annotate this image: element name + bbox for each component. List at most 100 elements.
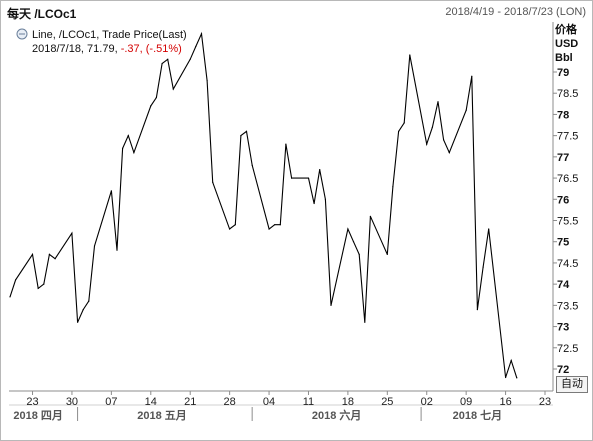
series-layer [9, 31, 518, 379]
price-data-point [206, 79, 208, 82]
y-tick-label: 77 [557, 152, 569, 164]
auto-scale-button[interactable]: 自动 [556, 376, 588, 393]
x-tick-label: 28 [224, 396, 236, 408]
price-data-point [234, 224, 236, 226]
unit-line-price: 价格 [555, 22, 578, 36]
price-data-point [240, 135, 242, 137]
price-data-point [324, 198, 326, 200]
y-tick-label: 76.5 [557, 173, 578, 185]
price-data-point [54, 258, 56, 260]
price-data-point [465, 109, 467, 111]
x-tick-label: 23 [26, 396, 38, 408]
price-data-point [212, 181, 214, 183]
price-data-point [268, 228, 270, 230]
price-data-point [251, 164, 253, 166]
price-data-point [426, 143, 428, 145]
price-data-point [386, 253, 388, 255]
axis-unit-label: 价格 USD Bbl [555, 22, 578, 64]
price-data-point [307, 177, 310, 179]
y-tick-label: 78 [557, 109, 569, 121]
x-tick-label: 18 [342, 396, 354, 408]
y-tick-label: 78.5 [557, 88, 578, 100]
legend-last-value-text: 2018/7/18, 71.79, [32, 43, 121, 55]
x-tick-label: 30 [66, 396, 78, 408]
y-tick-label: 77.5 [557, 131, 578, 143]
price-data-point [505, 376, 507, 379]
x-tick-label: 25 [381, 396, 393, 408]
legend-series-label: Line, /LCOc1, Trade Price(Last) [32, 29, 187, 41]
x-tick-label: 09 [460, 396, 472, 408]
price-data-point [347, 228, 349, 230]
y-tick-label: 79 [557, 67, 569, 79]
month-label: 2018 六月 [312, 408, 362, 422]
y-axis-ticks: 72 72.5 73 73.5 74 74.5 75 75.5 76 76.5 77 77.5 78 78… [553, 67, 578, 376]
price-data-point [31, 253, 34, 255]
price-data-point [369, 215, 371, 217]
price-data-point [285, 143, 287, 145]
price-data-point [330, 304, 332, 306]
price-data-point [93, 245, 96, 247]
x-axis-ticks: 23 30 07 14 21 28 04 11 18 25 02 09 16 23 [26, 391, 551, 408]
price-data-point [116, 249, 118, 251]
price-data-point [364, 321, 366, 323]
price-data-point [319, 169, 321, 171]
price-data-point [229, 228, 231, 230]
price-data-point [516, 377, 518, 379]
price-data-point [82, 309, 84, 311]
price-data-point [167, 58, 169, 60]
price-data-point [279, 224, 281, 226]
month-label: 2018 七月 [453, 408, 503, 422]
price-data-point [443, 139, 445, 141]
price-data-point [9, 296, 11, 298]
x-tick-label: 02 [421, 396, 433, 408]
price-data-point [15, 279, 17, 281]
legend-last-value: 2018/7/18, 71.79, -.37, (-.51%) [32, 43, 182, 55]
month-label: 2018 五月 [137, 409, 187, 422]
y-tick-label: 74 [557, 279, 570, 291]
price-data-point [291, 177, 293, 179]
x-tick-label: 21 [184, 396, 196, 408]
price-series-line [9, 31, 518, 379]
x-tick-label: 04 [263, 396, 275, 408]
price-data-point [471, 75, 473, 77]
y-tick-label: 74.5 [557, 258, 578, 270]
price-data-point [127, 135, 129, 137]
y-tick-label: 72.5 [557, 343, 578, 355]
price-data-point [133, 152, 135, 154]
price-data-point [88, 300, 90, 302]
price-data-point [482, 266, 484, 268]
price-data-point [409, 54, 411, 56]
legend: Line, /LCOc1, Trade Price(Last) 2018/7/1… [16, 28, 187, 55]
price-data-point [161, 62, 163, 65]
legend-change-text: -.37, (-.51%) [121, 43, 182, 55]
unit-line-currency: USD [555, 38, 578, 50]
y-tick-label: 73.5 [557, 300, 578, 312]
y-tick-label: 72 [557, 364, 569, 376]
price-data-point [448, 152, 450, 154]
price-data-point [122, 147, 124, 149]
price-data-point [392, 186, 394, 188]
y-tick-label: 75.5 [557, 216, 578, 228]
price-data-point [200, 33, 203, 35]
x-tick-label: 14 [145, 396, 157, 408]
price-data-point [476, 309, 478, 311]
price-data-point [398, 130, 400, 132]
price-data-point [71, 232, 73, 234]
price-data-point [195, 45, 197, 48]
plot-frame [9, 22, 554, 406]
x-tick-label: 07 [105, 396, 117, 408]
price-data-point [189, 58, 191, 60]
y-tick-label: 76 [557, 194, 569, 206]
price-data-point [150, 105, 152, 107]
month-label: 2018 四月 [13, 409, 63, 422]
price-data-point [431, 126, 433, 128]
price-data-point [358, 253, 360, 255]
price-data-point [437, 101, 439, 103]
price-data-point [48, 253, 51, 255]
x-tick-label: 16 [499, 396, 511, 408]
price-data-point [245, 130, 248, 132]
price-data-point [43, 283, 45, 285]
price-data-point [155, 96, 157, 99]
y-tick-label: 73 [557, 322, 569, 334]
